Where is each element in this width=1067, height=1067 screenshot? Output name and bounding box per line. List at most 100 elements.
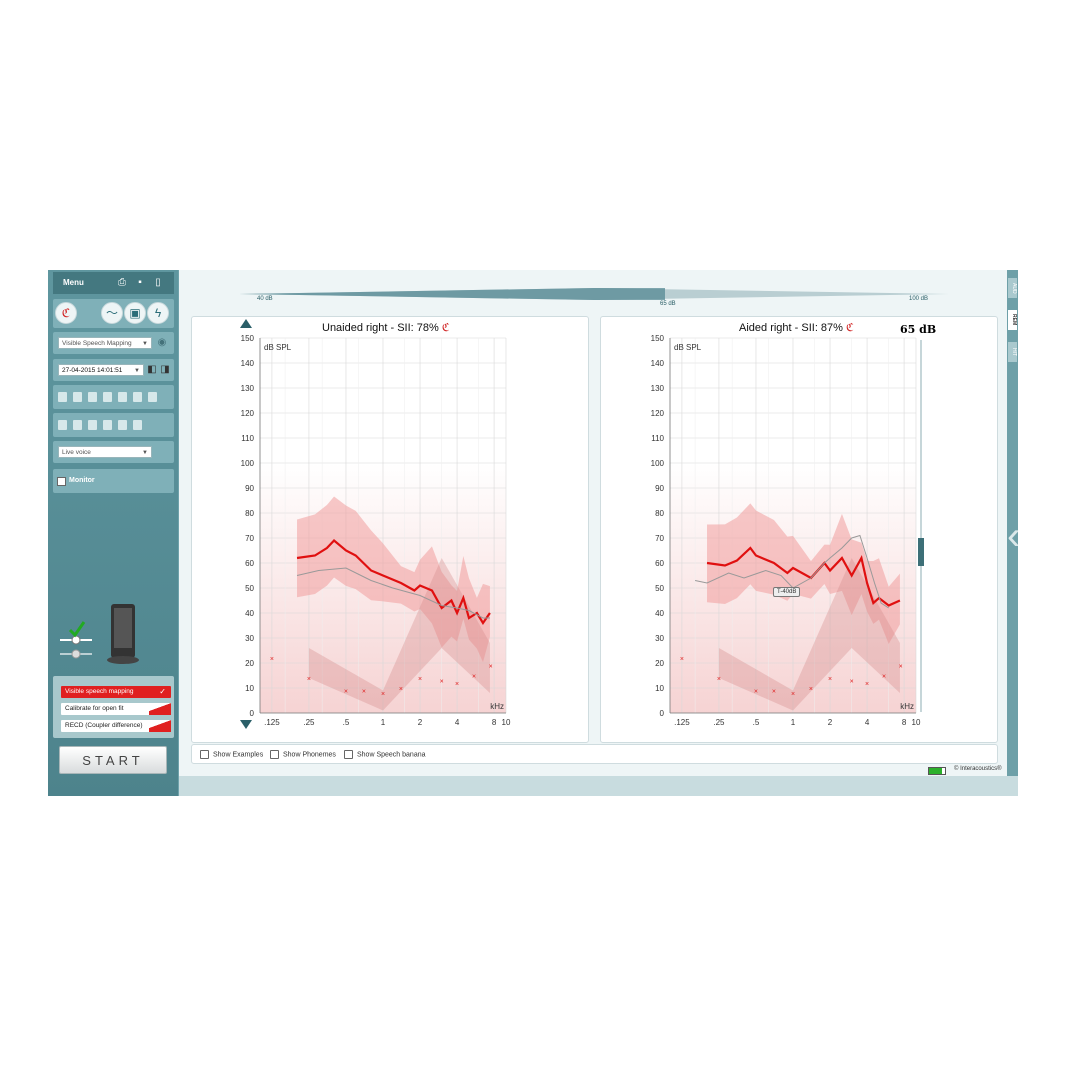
program-select[interactable]: Visible Speech Mapping ▼ [58, 337, 152, 349]
monitor-icon[interactable]: ▣ [124, 302, 146, 324]
aided-y-tick: 140 [651, 359, 665, 368]
visible-speech-mapping-label: Visible speech mapping [65, 688, 134, 695]
graph-icon[interactable] [103, 420, 112, 430]
sidebar: Menu ⎙ ▪ ▯ ℭ 〜 ▣ ϟ Visible Speech Mappin… [48, 270, 178, 796]
curve-icon[interactable]: 〜 [101, 302, 123, 324]
level-track[interactable] [920, 340, 922, 712]
chevron-down-icon: ▼ [142, 341, 148, 347]
tab-hit[interactable]: HIT [1008, 342, 1017, 362]
compare-icon[interactable]: ◨ [160, 364, 170, 375]
copy-icon[interactable] [88, 420, 97, 430]
aided-y-tick: 150 [651, 334, 665, 343]
note-icon[interactable] [73, 392, 82, 402]
lightning-icon[interactable]: ϟ [147, 302, 169, 324]
aided-threshold-marker: × [828, 676, 832, 683]
flag-icon [149, 703, 171, 715]
monitor-checkbox[interactable] [57, 477, 66, 486]
show-speech-banana-option[interactable]: Show Speech banana [344, 750, 426, 759]
print-icon[interactable]: ⎙ [118, 277, 126, 288]
unaided-x-tick: 2 [418, 718, 423, 727]
show-examples-checkbox[interactable] [200, 750, 209, 759]
aided-threshold-marker: × [680, 656, 684, 663]
unaided-y-tick: 90 [245, 484, 254, 493]
show-speech-banana-label: Show Speech banana [357, 751, 426, 759]
chat-icon[interactable] [118, 392, 127, 402]
unaided-ltass-line [296, 538, 491, 626]
level-mid-label: 65 dB [660, 301, 676, 307]
status-bar [179, 776, 1018, 796]
tab-rem[interactable]: REM [1008, 310, 1017, 330]
aided-x-tick: 8 [902, 718, 907, 727]
unaided-y-tick: 10 [245, 684, 254, 693]
ear-small-icon[interactable] [58, 392, 67, 402]
collapse-handle-icon[interactable]: ‹ [1007, 506, 1018, 566]
record-icon[interactable]: ◧ [147, 364, 157, 375]
right-tabs: AUD REM HIT ‹ [1007, 270, 1018, 776]
unaided-threshold-marker: × [455, 681, 459, 688]
unaided-threshold-marker: × [307, 676, 311, 683]
table-icon[interactable] [73, 420, 82, 430]
level-slider[interactable] [239, 286, 949, 308]
exit-icon[interactable]: ▯ [155, 277, 161, 288]
menu-label[interactable]: Menu [63, 278, 84, 287]
grid-icon[interactable] [88, 392, 97, 402]
camera-icon[interactable] [148, 392, 157, 402]
unaided-x-tick: 4 [455, 718, 460, 727]
unaided-y-tick: 30 [245, 634, 254, 643]
ear-icon[interactable]: ℭ [55, 302, 77, 324]
speaker-icon[interactable]: ◉ [157, 337, 167, 348]
device-illustration [60, 604, 139, 664]
tab-aud[interactable]: AUD [1008, 278, 1017, 298]
aided-y-tick: 0 [660, 709, 665, 718]
calibrate-open-fit-label: Calibrate for open fit [65, 705, 124, 712]
ear-icon: ℭ [441, 322, 450, 334]
hearing-aid-icon: ℭ [846, 322, 854, 334]
start-button[interactable]: START [59, 746, 167, 774]
aided-chart-title: Aided right - SII: 87% ℭ [739, 321, 854, 334]
aided-x-tick: 10 [912, 718, 921, 727]
recd-button[interactable]: RECD (Coupler difference) [61, 720, 171, 732]
session-select[interactable]: 27-04-2015 14:01:51 ▼ [58, 364, 144, 376]
aided-y-tick: 10 [655, 684, 664, 693]
unaided-y-tick: 80 [245, 509, 254, 518]
menu-bar: Menu ⎙ ▪ ▯ [53, 272, 174, 294]
axes-icon[interactable] [58, 420, 67, 430]
check-icon: ✓ [159, 687, 166, 696]
document-icon[interactable] [103, 392, 112, 402]
calibrate-open-fit-button[interactable]: Calibrate for open fit [61, 703, 171, 715]
aided-y-tick: 30 [655, 634, 664, 643]
unaided-x-unit: kHz [490, 702, 504, 711]
unaided-y-tick: 60 [245, 559, 254, 568]
unaided-chart: 1501401301201101009080706050403020100.12… [241, 334, 511, 727]
scroll-down-icon[interactable] [240, 720, 252, 729]
unaided-target-line [296, 567, 490, 619]
aided-threshold-marker: × [791, 691, 795, 698]
show-speech-banana-checkbox[interactable] [344, 750, 353, 759]
aided-x-tick: 4 [865, 718, 870, 727]
source-select[interactable]: Live voice ▼ [58, 446, 152, 458]
level-handle[interactable] [918, 538, 924, 566]
aided-level-label: 65 dB [900, 323, 937, 336]
ear-plus-icon[interactable] [118, 420, 127, 430]
unaided-y-tick: 130 [241, 384, 255, 393]
level-max-label: 100 dB [909, 296, 929, 302]
split-icon[interactable] [133, 392, 142, 402]
aided-threshold-area [718, 558, 900, 711]
unaided-x-tick: 8 [492, 718, 497, 727]
aided-y-tick: 120 [651, 409, 665, 418]
scroll-up-icon[interactable] [240, 319, 252, 328]
show-phonemes-option[interactable]: Show Phonemes [270, 750, 336, 759]
unaided-threshold-marker: × [270, 656, 274, 663]
chart-tooltip: T-40dB [773, 587, 801, 597]
unaided-threshold-marker: × [381, 691, 385, 698]
show-phonemes-checkbox[interactable] [270, 750, 279, 759]
unaided-y-unit: dB SPL [264, 343, 292, 352]
chevron-down-icon: ▼ [134, 368, 140, 374]
show-examples-option[interactable]: Show Examples [200, 750, 263, 759]
trash-icon[interactable] [133, 420, 142, 430]
save-icon[interactable]: ▪ [138, 277, 142, 288]
aided-threshold-marker: × [754, 689, 758, 696]
source-select-value: Live voice [62, 449, 91, 456]
unaided-y-tick: 0 [250, 709, 255, 718]
visible-speech-mapping-button[interactable]: Visible speech mapping ✓ [61, 686, 171, 698]
